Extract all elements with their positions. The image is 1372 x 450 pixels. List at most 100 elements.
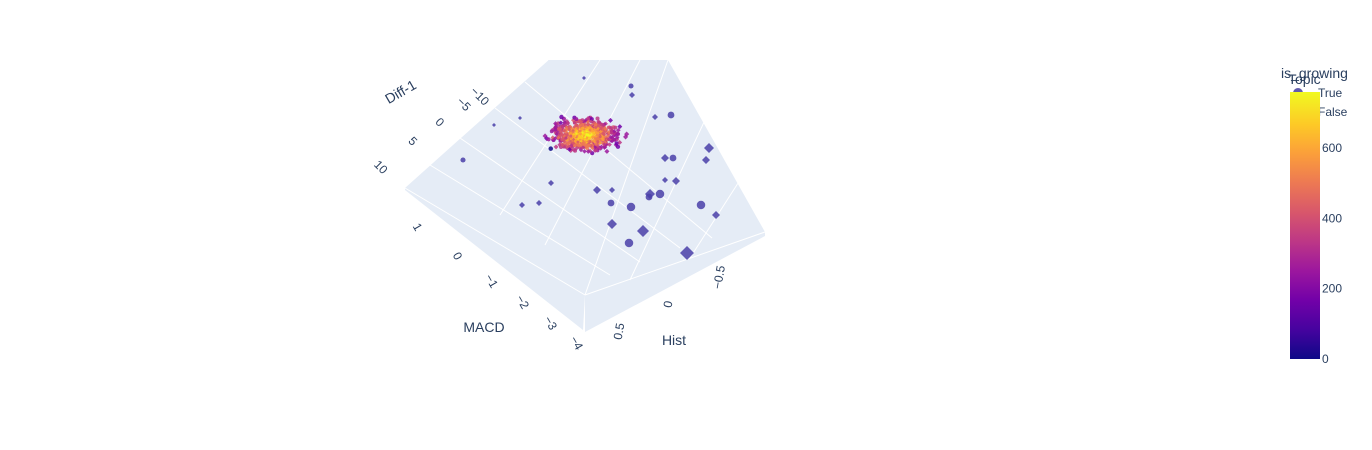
- data-point-diamond: [558, 120, 564, 126]
- data-point-circle: [580, 123, 584, 127]
- data-point-diamond: [573, 138, 577, 143]
- data-point-diamond: [593, 142, 598, 147]
- scene[interactable]: [404, 59, 766, 332]
- data-point-diamond: [583, 129, 587, 133]
- data-point-diamond: [560, 135, 565, 140]
- data-point-diamond: [567, 125, 572, 130]
- data-point-diamond: [554, 131, 559, 137]
- data-point-circle: [626, 202, 636, 212]
- data-point-diamond: [542, 133, 548, 139]
- data-point-diamond: [593, 136, 597, 140]
- data-point-diamond: [602, 142, 607, 147]
- data-point-diamond: [592, 138, 596, 142]
- data-point-diamond: [617, 124, 623, 130]
- data-point-diamond: [624, 131, 630, 137]
- gridline: [494, 107, 681, 249]
- data-point-diamond: [593, 186, 601, 194]
- data-point-circle: [655, 189, 665, 199]
- data-point-diamond: [585, 115, 591, 121]
- data-point-diamond: [553, 144, 559, 150]
- gridline: [499, 59, 601, 216]
- data-point-circle: [615, 144, 621, 149]
- colorbar-ticks: 0 200 400 600: [1322, 141, 1342, 366]
- data-point-diamond: [564, 130, 569, 134]
- data-point-diamond: [573, 128, 578, 133]
- data-point-diamond: [578, 135, 582, 138]
- data-point-diamond: [593, 134, 597, 138]
- data-point-diamond: [564, 118, 570, 124]
- data-point-diamond: [607, 117, 613, 123]
- data-point-circle: [598, 135, 602, 139]
- data-point-diamond: [492, 123, 496, 127]
- data-point-diamond: [536, 200, 542, 206]
- data-point-diamond: [571, 141, 576, 146]
- y-tick: 0: [433, 115, 448, 130]
- colorbar: 0 200 400 600: [1290, 92, 1342, 366]
- data-point-diamond: [589, 132, 593, 136]
- data-point-diamond: [680, 246, 694, 260]
- data-point-diamond: [567, 127, 571, 132]
- data-point-diamond: [553, 136, 558, 141]
- data-point-diamond: [564, 125, 569, 130]
- front-pane: [585, 232, 765, 332]
- data-point-diamond: [581, 131, 585, 134]
- data-point-circle: [574, 117, 579, 122]
- data-point-diamond: [560, 142, 565, 148]
- z-tick: −1: [482, 272, 501, 291]
- data-point-diamond: [576, 126, 580, 131]
- gridline: [404, 187, 586, 296]
- data-point-diamond: [662, 177, 668, 183]
- floor-pane: [405, 60, 765, 295]
- y-axis-title: Diff-1: [382, 76, 419, 107]
- data-point-diamond: [557, 142, 562, 148]
- data-point-circle: [591, 135, 594, 138]
- data-point-diamond: [578, 147, 584, 153]
- data-point-diamond: [594, 125, 598, 130]
- data-point-diamond: [585, 149, 591, 154]
- data-point-diamond: [712, 211, 720, 219]
- data-point-circle: [575, 130, 579, 133]
- colorbar-tick: 200: [1322, 282, 1342, 296]
- data-point-circle: [624, 238, 634, 248]
- data-point-circle: [613, 125, 618, 130]
- data-point-diamond: [600, 136, 604, 141]
- gridline: [584, 59, 669, 296]
- gridline: [629, 119, 706, 281]
- data-point-diamond: [637, 225, 649, 237]
- data-point-diamond: [556, 135, 561, 141]
- data-point-circle: [566, 142, 570, 146]
- data-point-circle: [628, 83, 634, 89]
- data-point-circle: [546, 137, 551, 142]
- data-point-diamond: [603, 127, 608, 132]
- data-point-circle: [573, 143, 577, 148]
- data-point-diamond: [583, 135, 587, 139]
- data-point-diamond: [582, 134, 586, 138]
- data-point-diamond: [702, 156, 710, 164]
- data-point-diamond: [567, 147, 572, 152]
- data-point-diamond: [572, 132, 576, 137]
- data-point-diamond: [615, 127, 621, 133]
- data-point-diamond: [590, 131, 594, 135]
- data-point-diamond: [602, 132, 606, 137]
- data-point-circle: [696, 200, 706, 210]
- data-point-diamond: [606, 137, 611, 142]
- data-point-diamond: [582, 149, 587, 154]
- data-point-diamond: [553, 124, 558, 130]
- data-point-diamond: [598, 129, 603, 134]
- data-point-circle: [581, 136, 584, 140]
- data-point-circle: [587, 143, 591, 148]
- data-point-circle: [607, 199, 615, 207]
- data-point-diamond: [584, 143, 589, 148]
- data-point-circle: [583, 132, 586, 135]
- data-point-circle: [591, 129, 595, 133]
- colorbar-tick: 600: [1322, 141, 1342, 155]
- legend-label: False: [1318, 105, 1348, 119]
- data-point-circle: [596, 140, 600, 144]
- data-point-circle: [559, 114, 564, 120]
- gridline: [689, 179, 741, 259]
- x-axis-ticks: 0.5 0 −0.5: [611, 264, 728, 341]
- data-point-diamond: [559, 130, 564, 135]
- z-tick: 1: [410, 221, 426, 234]
- y-tick: 5: [406, 134, 421, 149]
